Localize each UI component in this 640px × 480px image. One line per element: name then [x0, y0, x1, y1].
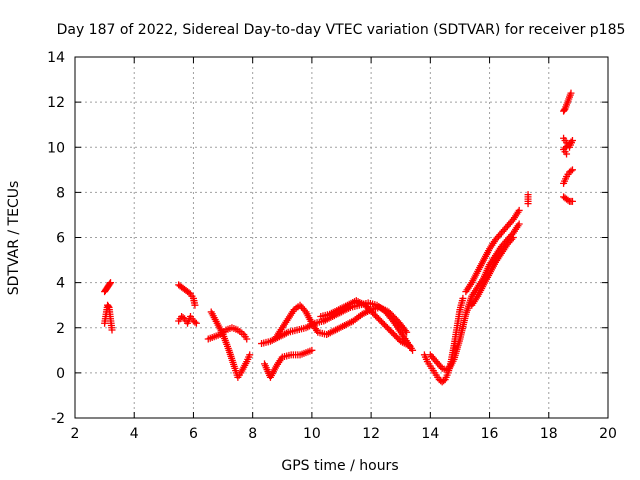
data-point — [524, 191, 532, 199]
series-seg-g — [261, 346, 316, 381]
series-seg-a — [101, 301, 116, 334]
series-seg-l — [426, 220, 523, 375]
series-seg-i — [272, 301, 411, 341]
series-seg-d — [175, 312, 200, 327]
series-seg-s — [560, 193, 576, 205]
data-point — [567, 89, 575, 97]
series-seg-e — [207, 308, 254, 381]
data-point — [106, 280, 114, 288]
series-seg-q — [560, 134, 576, 158]
data-point — [459, 294, 467, 302]
series-seg-j — [317, 297, 414, 350]
x-tick-label: 12 — [362, 426, 380, 442]
y-tick-label: 10 — [47, 140, 65, 156]
series-seg-f — [204, 324, 251, 343]
y-tick-label: 4 — [56, 276, 65, 292]
x-tick-label: 8 — [248, 426, 257, 442]
data-point — [192, 319, 200, 327]
data-point — [515, 220, 523, 228]
series-seg-b — [101, 279, 115, 296]
data-point — [568, 166, 576, 174]
data-point — [191, 318, 199, 326]
series-seg-p — [560, 89, 575, 115]
x-tick-label: 6 — [189, 426, 198, 442]
data-point — [104, 302, 112, 310]
data-point — [515, 206, 523, 214]
data-point — [243, 335, 251, 343]
x-tick-label: 14 — [421, 426, 439, 442]
x-tick-label: 4 — [130, 426, 139, 442]
data-point — [409, 346, 417, 354]
x-tick-label: 20 — [599, 426, 617, 442]
x-axis-label: GPS time / hours — [281, 458, 398, 474]
y-tick-label: 12 — [47, 95, 65, 111]
series-seg-m — [462, 206, 523, 296]
y-tick-label: 8 — [56, 185, 65, 201]
data-point — [567, 167, 575, 175]
x-tick-label: 10 — [303, 426, 321, 442]
y-tick-label: 0 — [56, 366, 65, 382]
y-tick-label: 6 — [56, 231, 65, 247]
data-point — [191, 301, 199, 309]
series-seg-n — [468, 234, 517, 309]
y-axis-label: SDTVAR / TECUs — [6, 181, 22, 296]
x-tick-label: 16 — [481, 426, 499, 442]
data-point — [107, 279, 115, 287]
data-point — [406, 342, 414, 350]
axis-ticks: 2 4 6 8 10 12 14 16 18 20 -2 0 2 4 6 8 10 12 14 — [47, 50, 617, 442]
data-point — [246, 351, 254, 359]
series-seg-c — [175, 281, 199, 309]
data-point — [108, 326, 116, 334]
series-seg-r — [560, 166, 576, 187]
data-point — [308, 346, 316, 354]
y-tick-label: 14 — [47, 50, 65, 66]
y-tick-label: 2 — [56, 321, 65, 337]
x-tick-label: 2 — [71, 426, 80, 442]
data-point — [401, 327, 409, 335]
series-seg-o — [524, 191, 532, 208]
y-tick-label: -2 — [51, 411, 65, 427]
data-point — [560, 106, 568, 114]
data-point — [563, 150, 571, 158]
chart-title: Day 187 of 2022, Sidereal Day-to-day VTE… — [57, 22, 626, 38]
data-point — [568, 197, 576, 205]
data-point — [509, 234, 517, 241]
data-point — [403, 328, 411, 336]
data-points — [101, 89, 576, 386]
x-tick-label: 18 — [540, 426, 558, 442]
